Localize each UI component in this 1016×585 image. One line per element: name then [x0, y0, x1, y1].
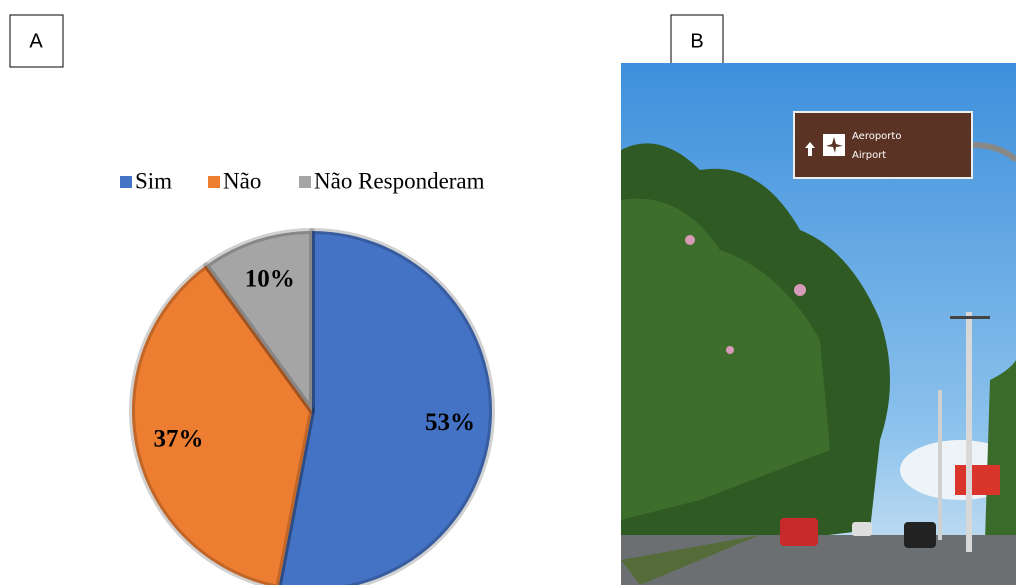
data-label: 53% [425, 409, 475, 436]
car [780, 518, 818, 546]
flowers [794, 284, 806, 296]
legend-swatch [299, 176, 311, 188]
pole [966, 312, 972, 552]
legend-swatch [208, 176, 220, 188]
sign-arm [971, 142, 1016, 163]
flowers [726, 346, 734, 354]
data-label: 37% [153, 426, 203, 453]
median [621, 535, 760, 585]
car [852, 522, 872, 536]
building [955, 465, 1000, 495]
photo: Aeroporto Airport [621, 63, 1016, 585]
plane-icon [826, 137, 843, 153]
sign-text: Airport [852, 150, 886, 161]
trees [621, 198, 830, 521]
pie-slice [275, 228, 495, 585]
road-sign [793, 111, 973, 179]
legend-label: Sim [135, 168, 172, 193]
sign-arrow [805, 142, 815, 156]
data-label: 10% [245, 266, 295, 293]
pole-arm [950, 316, 990, 319]
panel-label: B [690, 30, 703, 52]
flowers [685, 235, 695, 245]
car [904, 522, 936, 548]
pie-slice [129, 262, 315, 585]
sign-text: Aeroporto [852, 131, 901, 142]
pole [938, 390, 942, 540]
panel-label: A [29, 30, 43, 52]
legend-label: Não [223, 168, 261, 193]
legend-label: Não Responderam [314, 168, 485, 193]
panel-box [9, 14, 64, 68]
pie-slice [203, 228, 315, 414]
panel-box [670, 14, 724, 68]
pie-chart: Sim Não Não Responderam 53% 37% 10% [120, 168, 495, 585]
legend-swatch [120, 176, 132, 188]
